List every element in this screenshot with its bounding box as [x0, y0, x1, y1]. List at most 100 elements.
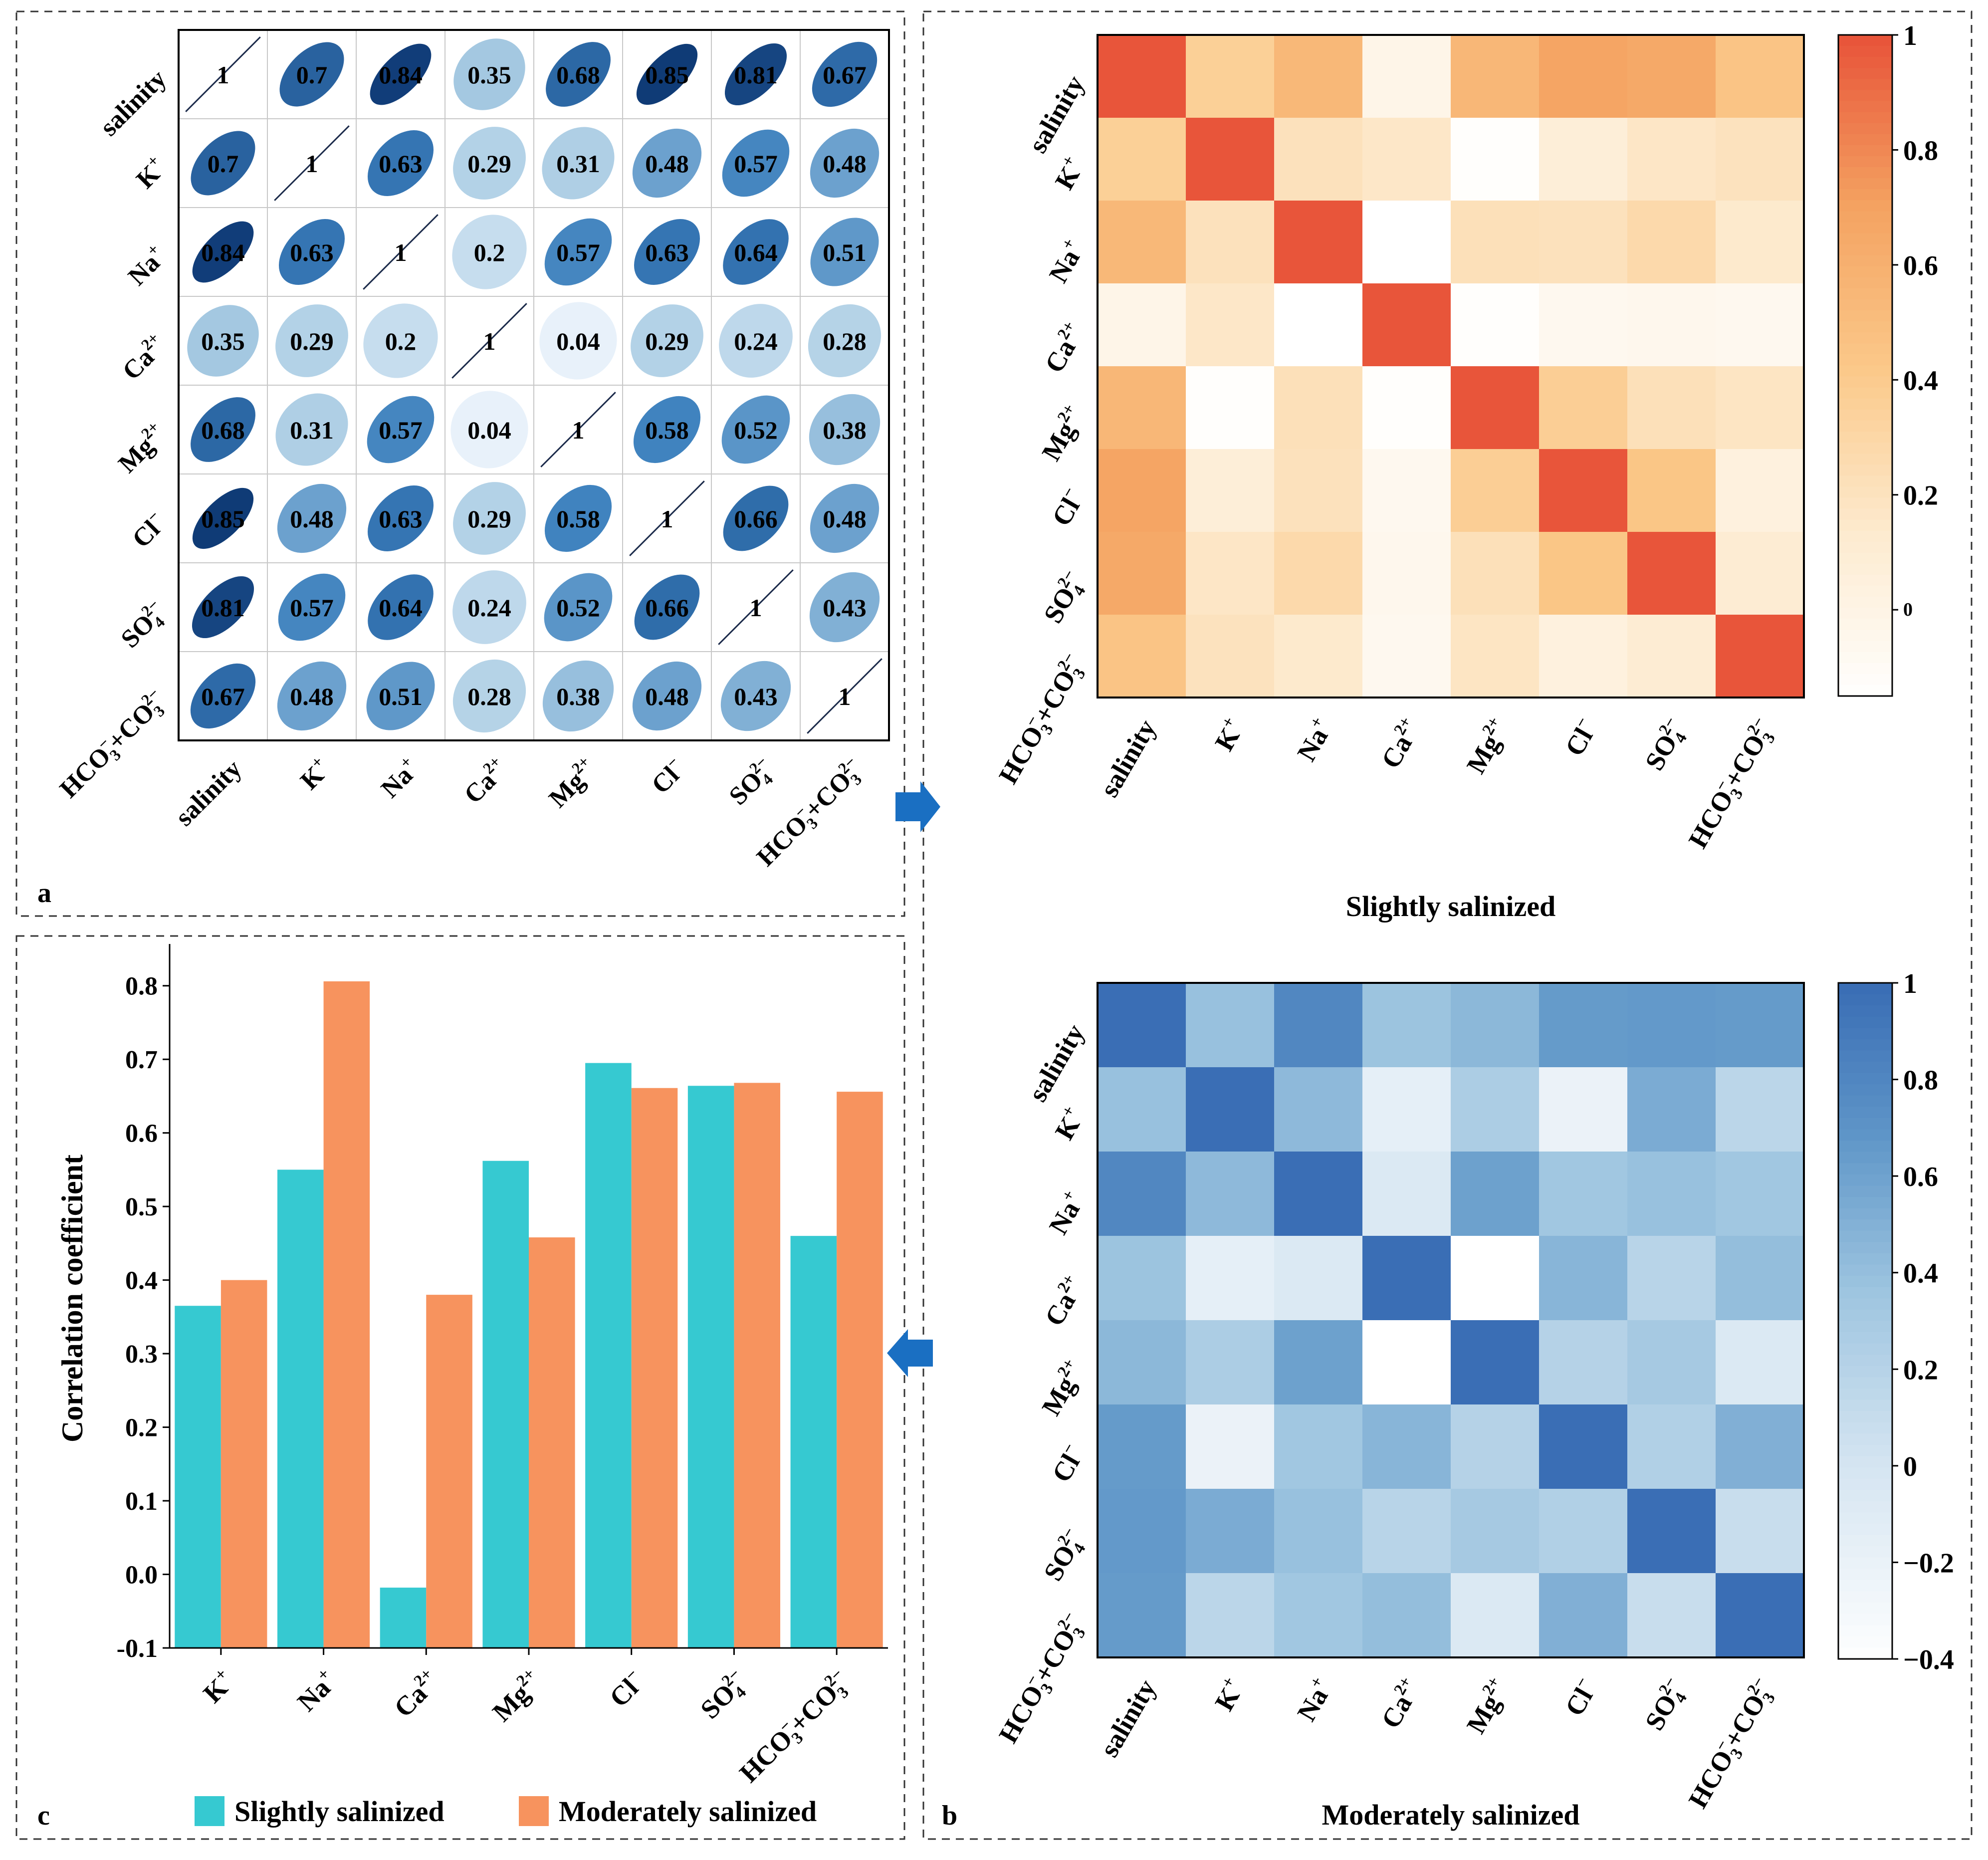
colorbar-segment — [1838, 983, 1892, 995]
correlation-value: 1 — [483, 327, 496, 355]
matrix-cell-7-7: 1 — [807, 658, 883, 734]
heatmap-cell-6-4 — [1451, 532, 1540, 615]
colorbar-segment — [1838, 420, 1892, 432]
colorbar-segment — [1838, 35, 1892, 47]
colorbar-segment — [1838, 112, 1892, 124]
bar-slightly-salinized-1 — [277, 1169, 324, 1648]
colorbar-segment — [1838, 1039, 1892, 1051]
row-label-na: Na+ — [121, 240, 172, 291]
matrix-cell-6-7: 0.43 — [809, 572, 880, 643]
correlation-value: 0.63 — [379, 150, 423, 178]
col-label-ca2: Ca2+ — [457, 752, 514, 809]
colorbar-segment — [1838, 519, 1892, 531]
matrix-cell-5-0: 0.85 — [192, 487, 254, 549]
colorbar-segment — [1838, 1343, 1892, 1356]
colorbar-segment — [1838, 1557, 1892, 1570]
heatmap-cell-1-0 — [1098, 118, 1186, 201]
colorbar-segment — [1838, 630, 1892, 642]
col-label-cl: Cl− — [1557, 713, 1603, 761]
heatmap-cell-3-5 — [1539, 283, 1628, 367]
colorbar-segment — [1838, 1118, 1892, 1130]
heatmap-cell-2-1 — [1186, 201, 1275, 284]
label-part: Ca — [1375, 1690, 1418, 1733]
correlation-value: 0.7 — [208, 150, 239, 178]
colorbar-segment — [1838, 244, 1892, 256]
col-label-na: Na+ — [374, 752, 425, 803]
row-label-mg2: Mg2+ — [1034, 1356, 1090, 1420]
colorbar-segment — [1838, 1456, 1892, 1468]
col-label-k: K+ — [1207, 1673, 1250, 1716]
matrix-cell-0-6: 0.81 — [724, 43, 787, 106]
correlation-value: 0.58 — [556, 505, 600, 533]
correlation-value: 0.52 — [556, 594, 600, 622]
diagonal-line — [274, 125, 350, 201]
label-part: Mg — [1036, 417, 1082, 466]
correlation-value: 0.81 — [734, 61, 778, 89]
correlation-value: 1 — [661, 505, 673, 533]
correlation-ellipse — [277, 661, 347, 731]
colorbar-segment — [1838, 1208, 1892, 1220]
heatmap-cell-4-4 — [1451, 1320, 1540, 1405]
matrix-cell-5-1: 0.48 — [277, 483, 347, 553]
diagonal-line — [718, 569, 794, 645]
heatmap-cell-5-3 — [1362, 1404, 1451, 1489]
heatmap-cell-4-4 — [1451, 366, 1540, 450]
heatmap-cell-7-4 — [1451, 615, 1540, 698]
colorbar-segment — [1838, 1478, 1892, 1491]
correlation-value: 0.63 — [645, 238, 689, 266]
heatmap-cell-7-2 — [1274, 1573, 1363, 1658]
heatmap-cell-3-1 — [1186, 1236, 1275, 1321]
heatmap-cell-4-2 — [1274, 366, 1363, 450]
heatmap-cell-7-0 — [1098, 615, 1186, 698]
heatmap-cell-3-4 — [1451, 283, 1540, 367]
correlation-value: 1 — [217, 61, 229, 89]
label-part: salinity — [170, 754, 247, 832]
correlation-value: 0.38 — [556, 683, 600, 710]
colorbar-segment — [1838, 465, 1892, 476]
correlation-ellipse — [544, 218, 612, 286]
heatmap-cell-2-7 — [1716, 201, 1804, 284]
colorbar-segment — [1838, 1264, 1892, 1277]
row-label-ca2: Ca2+ — [1037, 1271, 1090, 1331]
colorbar-segment — [1838, 1163, 1892, 1175]
colorbar-tick-label: −0.2 — [1903, 1548, 1954, 1579]
colorbar-segment — [1838, 575, 1892, 587]
colorbar-segment — [1838, 1298, 1892, 1310]
matrix-cell-0-7: 0.67 — [812, 41, 878, 107]
colorbar-segment — [1838, 57, 1892, 69]
correlation-value: 0.68 — [201, 416, 245, 444]
colorbar-segment — [1838, 1569, 1892, 1581]
correlation-ellipse — [723, 485, 789, 551]
label-part: Cl — [1559, 723, 1598, 761]
x-tick-label-cl: Cl− — [602, 1664, 651, 1713]
heatmap-cell-7-1 — [1186, 1573, 1275, 1658]
colorbar-segment — [1838, 123, 1892, 135]
y-tick-label: 0.2 — [125, 1414, 158, 1442]
heatmap-cell-3-3 — [1362, 1236, 1451, 1321]
correlation-ellipse — [808, 304, 882, 378]
correlation-ellipse — [633, 396, 701, 464]
colorbar-segment — [1838, 266, 1892, 278]
bar-moderately-salinized-3 — [529, 1237, 575, 1648]
heatmap-cell-3-6 — [1627, 1236, 1716, 1321]
bar-slightly-salinized-0 — [175, 1306, 221, 1648]
correlation-value: 0.28 — [823, 327, 867, 355]
col-label-cl: Cl− — [1557, 1673, 1603, 1721]
correlation-value: 0.48 — [645, 150, 689, 178]
heatmap-cell-0-6 — [1627, 35, 1716, 118]
colorbar-segment — [1838, 1107, 1892, 1119]
colorbar-segment — [1838, 1524, 1892, 1536]
heatmap-cell-6-7 — [1716, 532, 1804, 615]
colorbar-segment — [1838, 68, 1892, 80]
legend-label-moderately-salinized: Moderately salinized — [559, 1795, 817, 1828]
correlation-ellipse — [452, 570, 526, 644]
heatmap-cell-1-4 — [1451, 118, 1540, 201]
x-tick-label-so42: SO42− — [693, 1664, 756, 1727]
heatmap-cell-7-6 — [1627, 1573, 1716, 1658]
heatmap-cell-0-1 — [1186, 35, 1275, 118]
correlation-ellipse — [810, 218, 879, 286]
heatmap-cell-7-1 — [1186, 615, 1275, 698]
colorbar-segment — [1838, 299, 1892, 311]
heatmap-cell-2-5 — [1539, 201, 1628, 284]
heatmap-cell-5-4 — [1451, 449, 1540, 532]
